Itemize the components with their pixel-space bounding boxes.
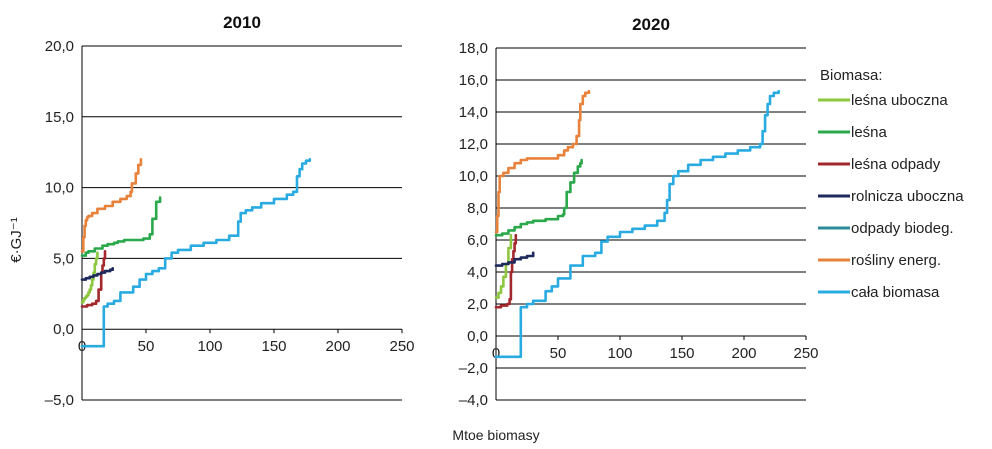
legend-label-odpady-biodeg: odpady biodeg. — [851, 220, 954, 237]
x-tick-label: 200 — [325, 338, 350, 355]
legend: Biomasa: leśna uboczna leśna leśna odpady ro… — [818, 67, 964, 301]
series-line-rolnicza-uboczna — [80, 267, 114, 281]
y-tick-label: 15,0 — [45, 109, 74, 126]
y-tick-label: 2,0 — [467, 296, 488, 313]
x-tick-label: 150 — [261, 338, 286, 355]
x-tick-label: 150 — [669, 345, 694, 362]
y-tick-label: –4,0 — [459, 392, 488, 409]
series-line-lesna — [80, 196, 162, 257]
y-tick-label: 10,0 — [459, 168, 488, 185]
y-tick-label: 0,0 — [53, 321, 74, 338]
x-tick-label: 0 — [492, 345, 500, 362]
series-line-rolnicza-uboczna — [494, 251, 535, 267]
series-line-rosliny-energ — [80, 158, 143, 253]
series-line-lesna-uboczna — [494, 233, 513, 299]
x-tick-label: 250 — [793, 345, 818, 362]
y-tick-label: –5,0 — [45, 392, 74, 409]
series-line-cala-biomasa — [80, 158, 312, 348]
legend-label-lesna-uboczna: leśna uboczna — [851, 92, 948, 109]
y-tick-label: 6,0 — [467, 232, 488, 249]
chart-title: 2020 — [632, 15, 670, 34]
y-tick-label: 20,0 — [45, 38, 74, 55]
legend-label-lesna: leśna — [851, 124, 888, 141]
chart-2010: 2010–5,00,05,010,015,020,00 50 100 150 200 25… — [45, 13, 415, 409]
x-axis-label: Mtoe biomasy — [452, 427, 539, 443]
x-tick-label: 100 — [607, 345, 632, 362]
y-tick-label: 0,0 — [467, 328, 488, 345]
legend-label-rolnicza-uboczna: rolnicza uboczna — [851, 188, 964, 205]
legend-label-lesna-odpady: leśna odpady — [851, 156, 941, 173]
series-line-lesna — [494, 158, 583, 237]
series-line-lesna-odpady — [80, 250, 107, 308]
series-line-lesna-odpady — [494, 233, 518, 309]
y-tick-label: –2,0 — [459, 360, 488, 377]
x-tick-label: 100 — [197, 338, 222, 355]
x-tick-label: 200 — [731, 345, 756, 362]
series-line-cala-biomasa — [494, 89, 780, 359]
series-line-rosliny-energ — [494, 89, 591, 234]
legend-label-cala-biomasa: cała biomasa — [851, 284, 940, 301]
x-tick-label: 50 — [550, 345, 567, 362]
y-tick-label: 10,0 — [45, 180, 74, 197]
y-tick-label: 16,0 — [459, 72, 488, 89]
legend-title: Biomasa: — [820, 67, 883, 84]
x-tick-label: 250 — [389, 338, 414, 355]
y-tick-label: 14,0 — [459, 104, 488, 121]
y-tick-label: 5,0 — [53, 250, 74, 267]
y-tick-label: 12,0 — [459, 136, 488, 153]
legend-label-rosliny-energ: rośliny energ. — [851, 252, 941, 269]
y-tick-label: 4,0 — [467, 264, 488, 281]
series-line-lesna-uboczna — [80, 251, 99, 304]
chart-2020: 2020 –4,0 –2,0 0,0 2,0 4,0 6,0 8,0 10,0 12,0 14,0 1… — [459, 15, 819, 409]
y-tick-label: 8,0 — [467, 200, 488, 217]
chart-title: 2010 — [223, 13, 261, 32]
y-axis-label: €·GJ⁻¹ — [8, 217, 25, 262]
y-tick-label: 18,0 — [459, 40, 488, 57]
x-tick-label: 50 — [138, 338, 155, 355]
